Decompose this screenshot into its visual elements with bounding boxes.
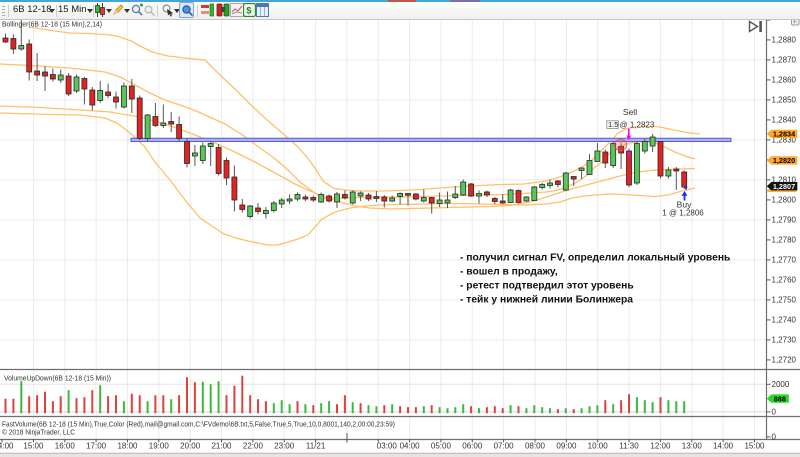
svg-text:- получил сигнал FV, определил: - получил сигнал FV, определил локальный… — [460, 253, 730, 264]
svg-text:14:00: 14:00 — [0, 442, 14, 451]
svg-text:14:00: 14:00 — [713, 442, 734, 451]
svg-text:1,2870: 1,2870 — [772, 56, 797, 65]
svg-text:1,2810: 1,2810 — [772, 176, 797, 185]
svg-text:1.5: 1.5 — [608, 120, 618, 129]
svg-text:11:30: 11:30 — [619, 442, 639, 451]
svg-text:FastVolume(6B 12-18 (15 Min),: FastVolume(6B 12-18 (15 Min),True,Color … — [2, 422, 395, 429]
svg-text:- ретест подтвердил этот урове: - ретест подтвердил этот уровень — [460, 281, 634, 292]
svg-text:08:00: 08:00 — [525, 442, 546, 451]
svg-text:1,2850: 1,2850 — [772, 96, 797, 105]
svg-text:888: 888 — [774, 394, 786, 403]
svg-text:1,2750: 1,2750 — [772, 296, 797, 305]
svg-text:F: F — [793, 19, 797, 26]
svg-text:13:00: 13:00 — [682, 442, 703, 451]
svg-text:05:00: 05:00 — [431, 442, 452, 451]
svg-text:VolumeUpDown(6B 12-18 (15 Min): VolumeUpDown(6B 12-18 (15 Min)) — [4, 374, 111, 383]
svg-text:18:00: 18:00 — [117, 442, 138, 451]
svg-text:09:00: 09:00 — [556, 442, 577, 451]
svg-text:- вошел в продажу,: - вошел в продажу, — [460, 267, 558, 278]
svg-text:1,2800: 1,2800 — [772, 196, 797, 205]
svg-text:21:00: 21:00 — [211, 442, 232, 451]
svg-text:04:00: 04:00 — [400, 442, 421, 451]
svg-text:1,2830: 1,2830 — [772, 136, 797, 145]
svg-text:0: 0 — [772, 408, 777, 417]
svg-text:1,2807: 1,2807 — [773, 182, 795, 191]
svg-text:06:00: 06:00 — [462, 442, 483, 451]
svg-text:22:00: 22:00 — [243, 442, 264, 451]
svg-text:15:00: 15:00 — [744, 442, 765, 451]
svg-text:12:00: 12:00 — [650, 442, 671, 451]
svg-text:$: $ — [246, 6, 251, 16]
svg-text:1,2880: 1,2880 — [772, 36, 797, 45]
svg-text:17:00: 17:00 — [86, 442, 107, 451]
svg-text:- тейк у нижней линии Болинжер: - тейк у нижней линии Болинжера — [460, 295, 633, 306]
svg-text:1,2760: 1,2760 — [772, 276, 797, 285]
svg-text:1,2790: 1,2790 — [772, 216, 797, 225]
svg-text:07:00: 07:00 — [494, 442, 515, 451]
svg-text:1,2730: 1,2730 — [772, 336, 797, 345]
svg-text:11/21: 11/21 — [306, 442, 326, 451]
svg-text:Buy: Buy — [677, 200, 692, 210]
svg-text:1,2834: 1,2834 — [773, 130, 796, 139]
svg-text:Bollinger(6B 12-18 (15 Min),2,: Bollinger(6B 12-18 (15 Min),2,14) — [2, 20, 102, 29]
svg-text:Sell: Sell — [623, 107, 637, 117]
svg-text:@ 1,2823: @ 1,2823 — [620, 120, 655, 129]
svg-text:1,2780: 1,2780 — [772, 236, 797, 245]
svg-text:1,2860: 1,2860 — [772, 76, 797, 85]
svg-text:15:00: 15:00 — [23, 442, 44, 451]
svg-text:© 2018 NinjaTrader, LLC: © 2018 NinjaTrader, LLC — [2, 429, 75, 437]
svg-text:03:00: 03:00 — [377, 442, 398, 451]
svg-text:19:00: 19:00 — [149, 442, 170, 451]
svg-text:16:00: 16:00 — [55, 442, 76, 451]
svg-text:20:00: 20:00 — [180, 442, 201, 451]
svg-text:1,2720: 1,2720 — [772, 356, 797, 365]
svg-text:0: 0 — [772, 433, 777, 442]
svg-text:1,2770: 1,2770 — [772, 256, 797, 265]
svg-text:1,2740: 1,2740 — [772, 316, 797, 325]
svg-text:1,2840: 1,2840 — [772, 116, 797, 125]
svg-text:1 @ 1,2806: 1 @ 1,2806 — [662, 209, 704, 218]
svg-text:10:00: 10:00 — [588, 442, 609, 451]
svg-text:23:00: 23:00 — [274, 442, 295, 451]
svg-text:2000: 2000 — [772, 380, 790, 389]
svg-text:1,2820: 1,2820 — [773, 156, 795, 165]
